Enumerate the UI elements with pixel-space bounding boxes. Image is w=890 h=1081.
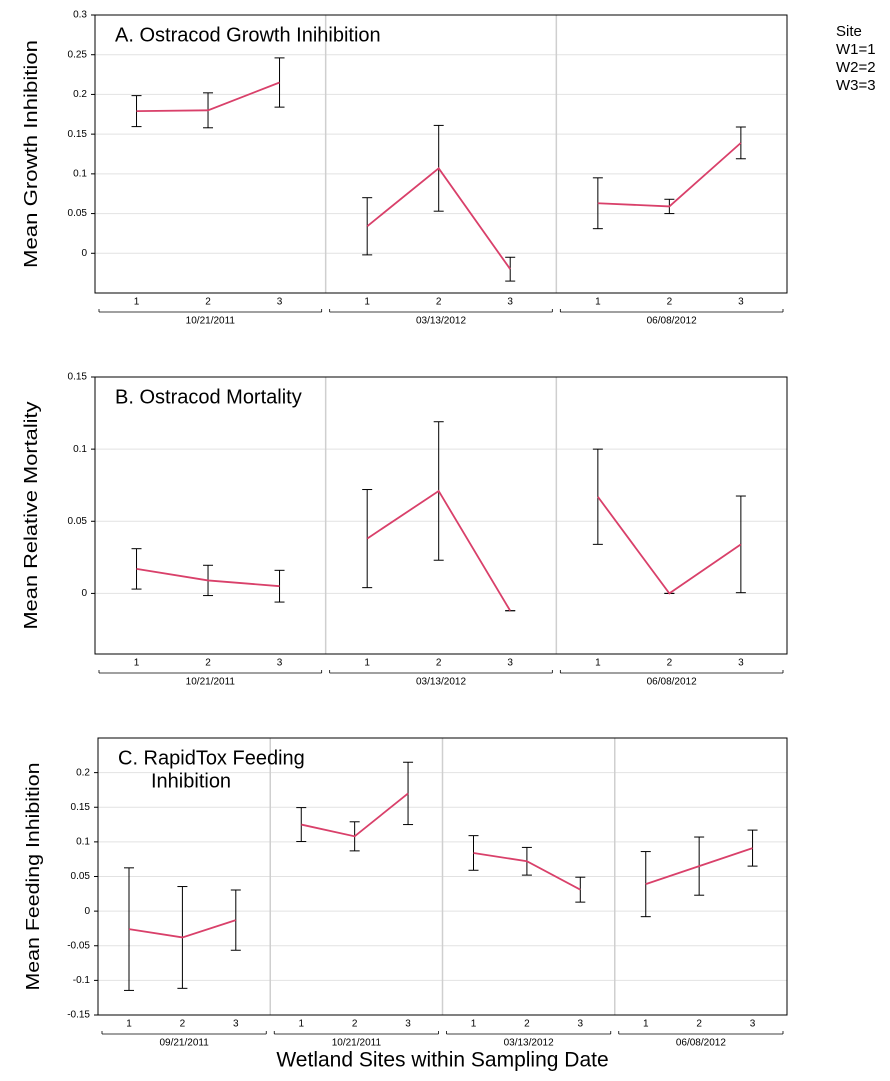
line — [136, 567, 280, 588]
x-tick-label: 2 — [205, 297, 211, 308]
plot-frame — [94, 14, 788, 294]
line — [136, 81, 280, 113]
error-bar — [362, 489, 373, 589]
legend-title: Site — [836, 23, 862, 40]
y-axis-label: Mean Feeding Inhibition — [23, 763, 43, 991]
y-tick-label: -0.05 — [67, 940, 90, 951]
x-tick-label: 2 — [667, 658, 673, 669]
y-tick-label: 0.15 — [68, 129, 88, 140]
panel-title: B. Ostracod Mortality — [115, 386, 302, 408]
x-tick-label: 1 — [595, 297, 601, 308]
y-tick-label: 0.2 — [73, 89, 87, 100]
x-tick-label: 3 — [507, 658, 513, 669]
plot-frame — [97, 737, 788, 1016]
y-tick-label: -0.15 — [67, 1010, 90, 1021]
group-label: 10/21/2011 — [186, 677, 236, 688]
group-label: 06/08/2012 — [647, 677, 697, 688]
group-label: 03/13/2012 — [504, 1038, 554, 1049]
x-tick-label: 3 — [405, 1019, 411, 1030]
x-tick-label: 2 — [352, 1019, 358, 1030]
error-bar — [230, 889, 241, 951]
x-tick-label: 1 — [595, 658, 601, 669]
panel-title: C. RapidTox Feeding — [118, 747, 305, 769]
panel-title: Inhibition — [151, 770, 231, 792]
x-tick-label: 2 — [696, 1019, 702, 1030]
x-tick-label: 1 — [134, 658, 140, 669]
group-label: 06/08/2012 — [647, 316, 697, 327]
x-tick-label: 1 — [471, 1019, 477, 1030]
legend-entry: W3=3 — [836, 77, 876, 94]
x-tick-label: 3 — [738, 658, 744, 669]
line — [366, 166, 511, 270]
y-tick-label: 0 — [84, 906, 90, 917]
x-tick-label: 3 — [578, 1019, 584, 1030]
x-tick-label: 2 — [436, 658, 442, 669]
y-tick-label: 0.15 — [71, 802, 91, 813]
error-bar — [505, 256, 516, 282]
y-tick-label: 0.05 — [68, 516, 88, 527]
line — [645, 847, 753, 885]
x-tick-label: 1 — [364, 297, 370, 308]
x-tick-label: 2 — [436, 297, 442, 308]
group-label: 10/21/2011 — [332, 1038, 382, 1049]
line — [597, 496, 742, 595]
y-tick-label: 0.05 — [68, 208, 88, 219]
plot-frame — [94, 376, 788, 655]
x-tick-label: 2 — [667, 297, 673, 308]
x-tick-label: 2 — [180, 1019, 186, 1030]
y-tick-label: 0.05 — [71, 871, 91, 882]
line — [366, 489, 511, 612]
x-tick-label: 3 — [277, 658, 283, 669]
x-tick-label: 2 — [205, 658, 211, 669]
y-tick-label: 0.2 — [76, 767, 90, 778]
x-tick-label: 3 — [738, 297, 744, 308]
group-label: 03/13/2012 — [416, 677, 466, 688]
line — [301, 792, 409, 838]
y-axis-label: Mean Relative Mortality — [21, 402, 41, 630]
y-tick-label: 0.3 — [73, 10, 87, 21]
x-tick-label: 2 — [524, 1019, 530, 1030]
line — [128, 919, 237, 939]
y-tick-label: 0 — [81, 248, 87, 259]
x-tick-label: 1 — [134, 297, 140, 308]
group-label: 09/21/2011 — [159, 1038, 209, 1049]
y-tick-label: 0.25 — [68, 49, 88, 60]
y-tick-label: 0.1 — [76, 837, 90, 848]
line — [473, 852, 581, 891]
x-tick-label: 3 — [233, 1019, 239, 1030]
x-axis-label: Wetland Sites within Sampling Date — [276, 1049, 608, 1072]
x-tick-label: 1 — [643, 1019, 649, 1030]
panel-title: A. Ostracod Growth Inihibition — [115, 24, 381, 46]
x-tick-label: 1 — [364, 658, 370, 669]
group-label: 03/13/2012 — [416, 316, 466, 327]
x-tick-label: 3 — [750, 1019, 756, 1030]
legend-entry: W2=2 — [836, 59, 876, 76]
y-axis-label: Mean Growth Inhibition — [21, 40, 41, 268]
x-tick-label: 1 — [298, 1019, 304, 1030]
y-tick-label: 0.15 — [68, 372, 88, 383]
y-tick-label: 0.1 — [73, 168, 87, 179]
x-tick-label: 3 — [507, 297, 513, 308]
y-tick-label: 0.1 — [73, 444, 87, 455]
error-bar — [274, 569, 285, 603]
group-label: 10/21/2011 — [186, 316, 236, 327]
group-label: 06/08/2012 — [676, 1038, 726, 1049]
legend-entry: W1=1 — [836, 41, 876, 58]
line — [597, 142, 742, 208]
y-tick-label: 0 — [81, 588, 87, 599]
x-tick-label: 3 — [277, 297, 283, 308]
y-tick-label: -0.1 — [73, 975, 91, 986]
error-bar — [735, 495, 746, 594]
x-tick-label: 1 — [126, 1019, 132, 1030]
